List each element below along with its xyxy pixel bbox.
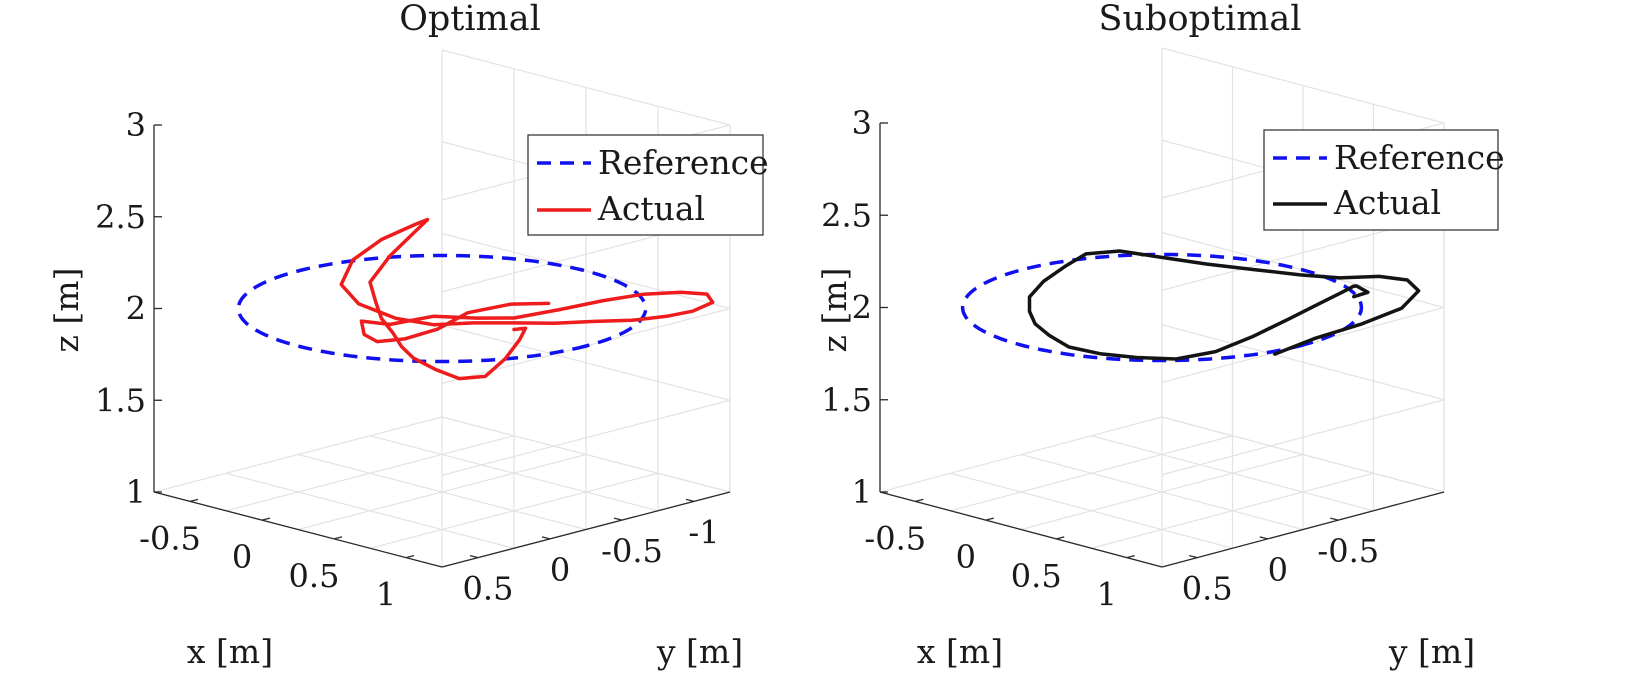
legend: Reference Actual (527, 134, 769, 236)
z-axis-label: z [m] (815, 268, 854, 353)
y-tick-mark (1330, 517, 1339, 521)
z-tick-label: 2 (852, 289, 872, 327)
grid-layer (879, 47, 1445, 568)
x-tick-label: 0.5 (289, 557, 340, 595)
y-axis-label: y [m] (1388, 632, 1475, 671)
x-tick-label: 1 (1097, 576, 1117, 614)
z-axis-label: z [m] (47, 268, 86, 353)
chart-title: Suboptimal (1099, 0, 1302, 39)
z-tick-label: 3 (126, 106, 146, 144)
legend-label-reference: Reference (1334, 138, 1505, 177)
subplot-optimal: Optimal -0.5 0 0.5 1 -1 -0.5 0 0.5 1 1.5 2 2.5 3 x [… (47, 0, 769, 671)
x-tick-mark (1126, 554, 1135, 559)
x-tick-label: 0 (956, 538, 976, 576)
y-tick-mark (685, 498, 695, 503)
x-tick-label: 0 (232, 538, 252, 576)
z-tick-label: 3 (852, 104, 872, 142)
z-tick-label: 1.5 (821, 381, 872, 419)
y-tick-label: 0.5 (1182, 570, 1233, 608)
gridline (441, 324, 731, 401)
legend-label-actual: Actual (1333, 183, 1441, 222)
y-axis-label: y [m] (656, 632, 743, 671)
gridline (441, 232, 731, 310)
z-tick-label: 1 (126, 473, 146, 511)
z-tick-label: 2.5 (95, 198, 146, 236)
gridline (441, 416, 731, 493)
subplot-suboptimal: Suboptimal -0.5 0 0.5 1 -0.5 0 0.5 1 1.5 2 2.5 3 x … (815, 0, 1505, 671)
x-axis-line (879, 491, 1163, 568)
z-tick-label: 2 (126, 290, 146, 328)
y-tick-label: -0.5 (601, 532, 663, 570)
legend-box (1263, 129, 1499, 231)
legend-label-reference: Reference (598, 143, 769, 182)
legend: Reference Actual (1263, 129, 1505, 231)
chart-title: Optimal (399, 0, 541, 39)
gridline (1161, 399, 1445, 476)
x-axis-label: x [m] (187, 632, 273, 671)
x-axis-line (153, 491, 443, 568)
x-tick-mark (189, 498, 199, 503)
x-tick-label: -0.5 (139, 519, 201, 557)
z-tick-label: 2.5 (821, 196, 872, 234)
x-axis-label: x [m] (917, 632, 1003, 671)
x-tick-mark (261, 517, 271, 521)
gridline (225, 472, 515, 549)
x-tick-mark (915, 498, 924, 503)
y-tick-mark (1189, 554, 1198, 559)
x-tick-label: 1 (376, 576, 396, 614)
z-tick-label: 1.5 (95, 381, 146, 419)
series-layer (236, 217, 715, 381)
y-tick-mark (541, 536, 551, 540)
series-actual (1027, 249, 1421, 361)
x-tick-mark (405, 554, 415, 559)
y-tick-label: 0 (1268, 551, 1288, 589)
y-axis-line (1161, 491, 1445, 568)
gridline (441, 49, 731, 126)
y-tick-label: 0.5 (463, 570, 514, 608)
x-tick-label: -0.5 (864, 519, 926, 557)
z-tick-label: 1 (852, 473, 872, 511)
gridline (1161, 324, 1445, 401)
series-layer (960, 249, 1421, 363)
legend-box (527, 134, 764, 236)
y-tick-mark (1259, 536, 1268, 540)
x-tick-label: 0.5 (1011, 557, 1062, 595)
gridline (1161, 47, 1445, 124)
gridline (950, 472, 1233, 549)
y-tick-label: 0 (550, 551, 570, 589)
y-tick-mark (613, 517, 623, 521)
tick-layer: -0.5 0 0.5 1 -1 -0.5 0 0.5 1 1.5 2 2.5 3 (95, 106, 719, 614)
x-tick-mark (333, 536, 343, 540)
y-tick-label: -0.5 (1317, 532, 1379, 570)
series-actual (339, 217, 715, 381)
legend-label-actual: Actual (597, 189, 705, 228)
gridline (1161, 416, 1445, 493)
y-tick-label: -1 (688, 513, 719, 551)
y-axis-line (441, 491, 731, 568)
tick-layer: -0.5 0 0.5 1 -0.5 0 0.5 1 1.5 2 2.5 3 (821, 104, 1379, 614)
grid-layer (153, 49, 731, 568)
x-tick-mark (1056, 536, 1065, 540)
series-reference (960, 252, 1364, 363)
x-tick-mark (985, 517, 994, 521)
gridline (441, 399, 731, 476)
y-tick-mark (469, 554, 479, 559)
